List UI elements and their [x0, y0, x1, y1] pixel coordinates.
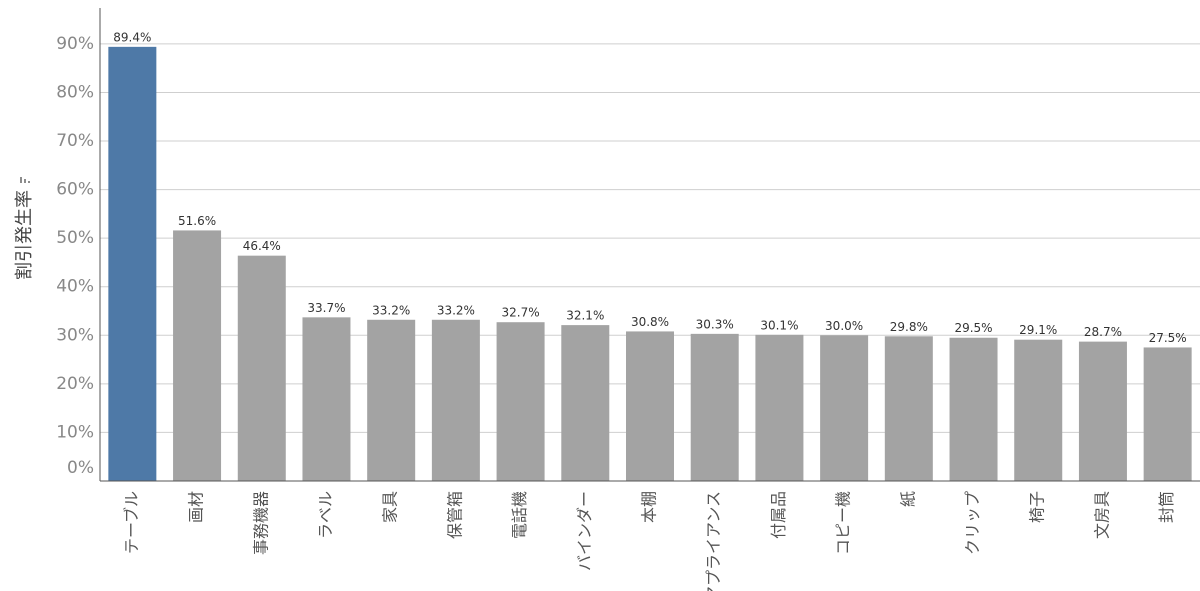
y-axis-title: 割引発生率	[14, 190, 35, 280]
value-label: 28.7%	[1084, 325, 1122, 339]
y-tick-label: 0%	[67, 458, 94, 478]
bar	[949, 337, 998, 481]
y-tick-label: 10%	[56, 422, 94, 442]
x-tick-label: クリップ	[963, 491, 982, 555]
x-tick-label: コピー機	[834, 491, 853, 555]
x-tick-label: テーブル	[122, 491, 141, 554]
bar	[237, 255, 286, 481]
bar	[884, 336, 933, 481]
bar	[626, 331, 674, 481]
y-tick-label: 20%	[56, 374, 94, 394]
bar	[173, 230, 222, 481]
x-tick-label: 保管箱	[445, 491, 464, 539]
x-tick-label: ラベル	[316, 491, 335, 539]
y-tick-label: 30%	[56, 325, 94, 345]
value-label: 30.3%	[696, 317, 734, 331]
y-tick-label: 50%	[56, 228, 94, 248]
x-tick-label: 事務機器	[251, 491, 270, 555]
bar	[108, 46, 157, 482]
bar	[561, 325, 610, 481]
x-tick-label: 文房具	[1092, 491, 1111, 539]
bar	[690, 333, 739, 481]
x-tick-label: アプライアンス	[704, 491, 723, 591]
value-label: 30.8%	[631, 315, 669, 329]
x-tick-label: 紙	[898, 491, 917, 507]
x-tick-label: 椅子	[1028, 491, 1047, 523]
value-label: 29.8%	[890, 320, 928, 334]
value-label: 32.7%	[502, 306, 540, 320]
bar	[431, 319, 480, 481]
y-tick-label: 70%	[56, 131, 94, 151]
bar	[1143, 347, 1192, 481]
bar	[1014, 339, 1063, 481]
bar	[820, 335, 869, 481]
x-tick-label: 電話機	[510, 491, 529, 539]
x-tick-label: 本棚	[640, 491, 659, 523]
bar	[302, 317, 351, 481]
x-tick-label: 封筒	[1157, 491, 1176, 523]
value-label: 33.2%	[437, 303, 475, 317]
bar	[755, 334, 804, 481]
y-axis-title-group: 割引発生率	[14, 177, 35, 280]
y-tick-label: 40%	[56, 277, 94, 297]
value-label: 46.4%	[243, 239, 281, 253]
y-tick-label: 80%	[56, 82, 94, 102]
bar	[367, 319, 416, 481]
value-label: 32.1%	[566, 309, 604, 323]
value-label: 33.7%	[307, 301, 345, 315]
value-label: 29.5%	[954, 321, 992, 335]
x-tick-label: 付属品	[769, 491, 788, 539]
sort-icon	[20, 177, 30, 183]
x-tick-label: 家具	[381, 491, 400, 523]
value-label: 89.4%	[113, 30, 151, 44]
bar	[1078, 341, 1127, 481]
x-tick-label: バインダー	[575, 491, 594, 571]
value-label: 30.0%	[825, 319, 863, 333]
value-label: 51.6%	[178, 214, 216, 228]
x-tick-label: 画材	[187, 491, 206, 523]
value-label: 33.2%	[372, 303, 410, 317]
value-label: 30.1%	[760, 318, 798, 332]
bar	[496, 322, 545, 481]
value-label: 27.5%	[1149, 331, 1187, 345]
y-tick-label: 90%	[56, 34, 94, 54]
y-tick-label: 60%	[56, 180, 94, 200]
value-label: 29.1%	[1019, 323, 1057, 337]
